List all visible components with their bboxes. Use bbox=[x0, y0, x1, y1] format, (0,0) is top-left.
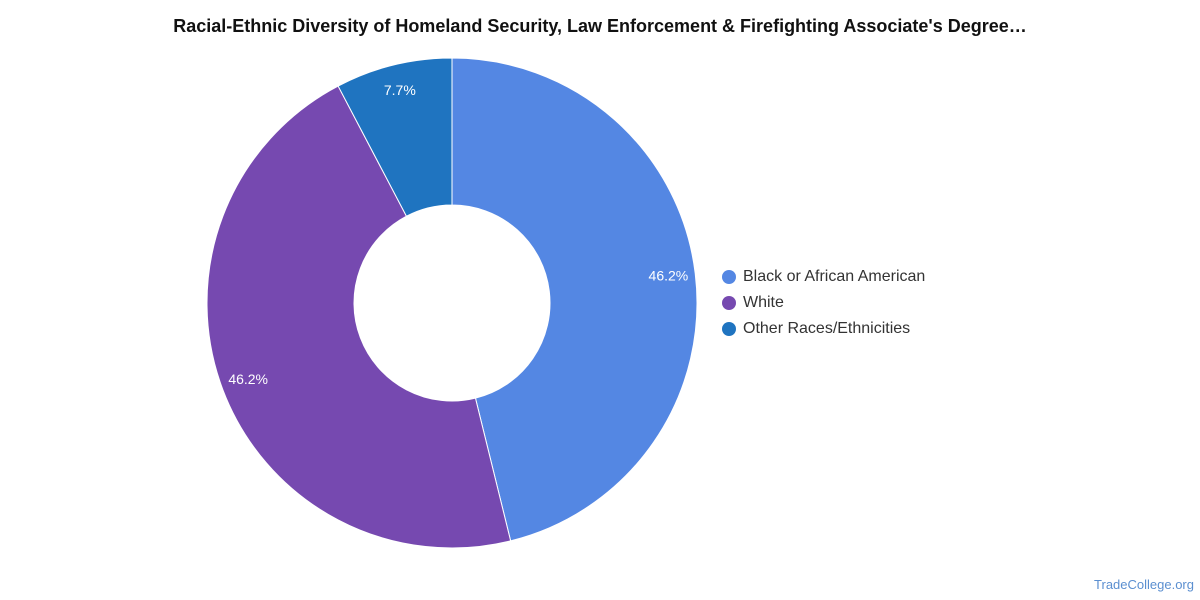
slice-value-label: 46.2% bbox=[228, 371, 268, 387]
slices-group bbox=[206, 57, 698, 549]
slice-black-or-african-american[interactable] bbox=[451, 57, 698, 542]
legend-marker bbox=[722, 296, 736, 310]
watermark[interactable]: TradeCollege.org bbox=[1094, 577, 1194, 592]
slice-labels-group: 46.2% 46.2% 7.7% bbox=[228, 82, 688, 387]
slice-value-label: 46.2% bbox=[649, 267, 689, 283]
legend-marker bbox=[722, 322, 736, 336]
legend-label: White bbox=[743, 294, 784, 311]
legend-item-other-races-ethnicities[interactable]: Other Races/Ethnicities bbox=[722, 320, 910, 337]
chart-title: Racial-Ethnic Diversity of Homeland Secu… bbox=[173, 16, 1027, 36]
legend-marker bbox=[722, 270, 736, 284]
legend-label: Other Races/Ethnicities bbox=[743, 320, 910, 337]
slice-other-races-ethnicities[interactable] bbox=[337, 57, 453, 217]
slice-value-label: 7.7% bbox=[384, 82, 416, 98]
legend-label: Black or African American bbox=[743, 268, 925, 285]
legend-item-black-or-african-american[interactable]: Black or African American bbox=[722, 268, 925, 285]
legend-item-white[interactable]: White bbox=[722, 294, 784, 311]
slice-white[interactable] bbox=[206, 85, 512, 549]
legend: Black or African American White Other Race… bbox=[722, 268, 925, 337]
